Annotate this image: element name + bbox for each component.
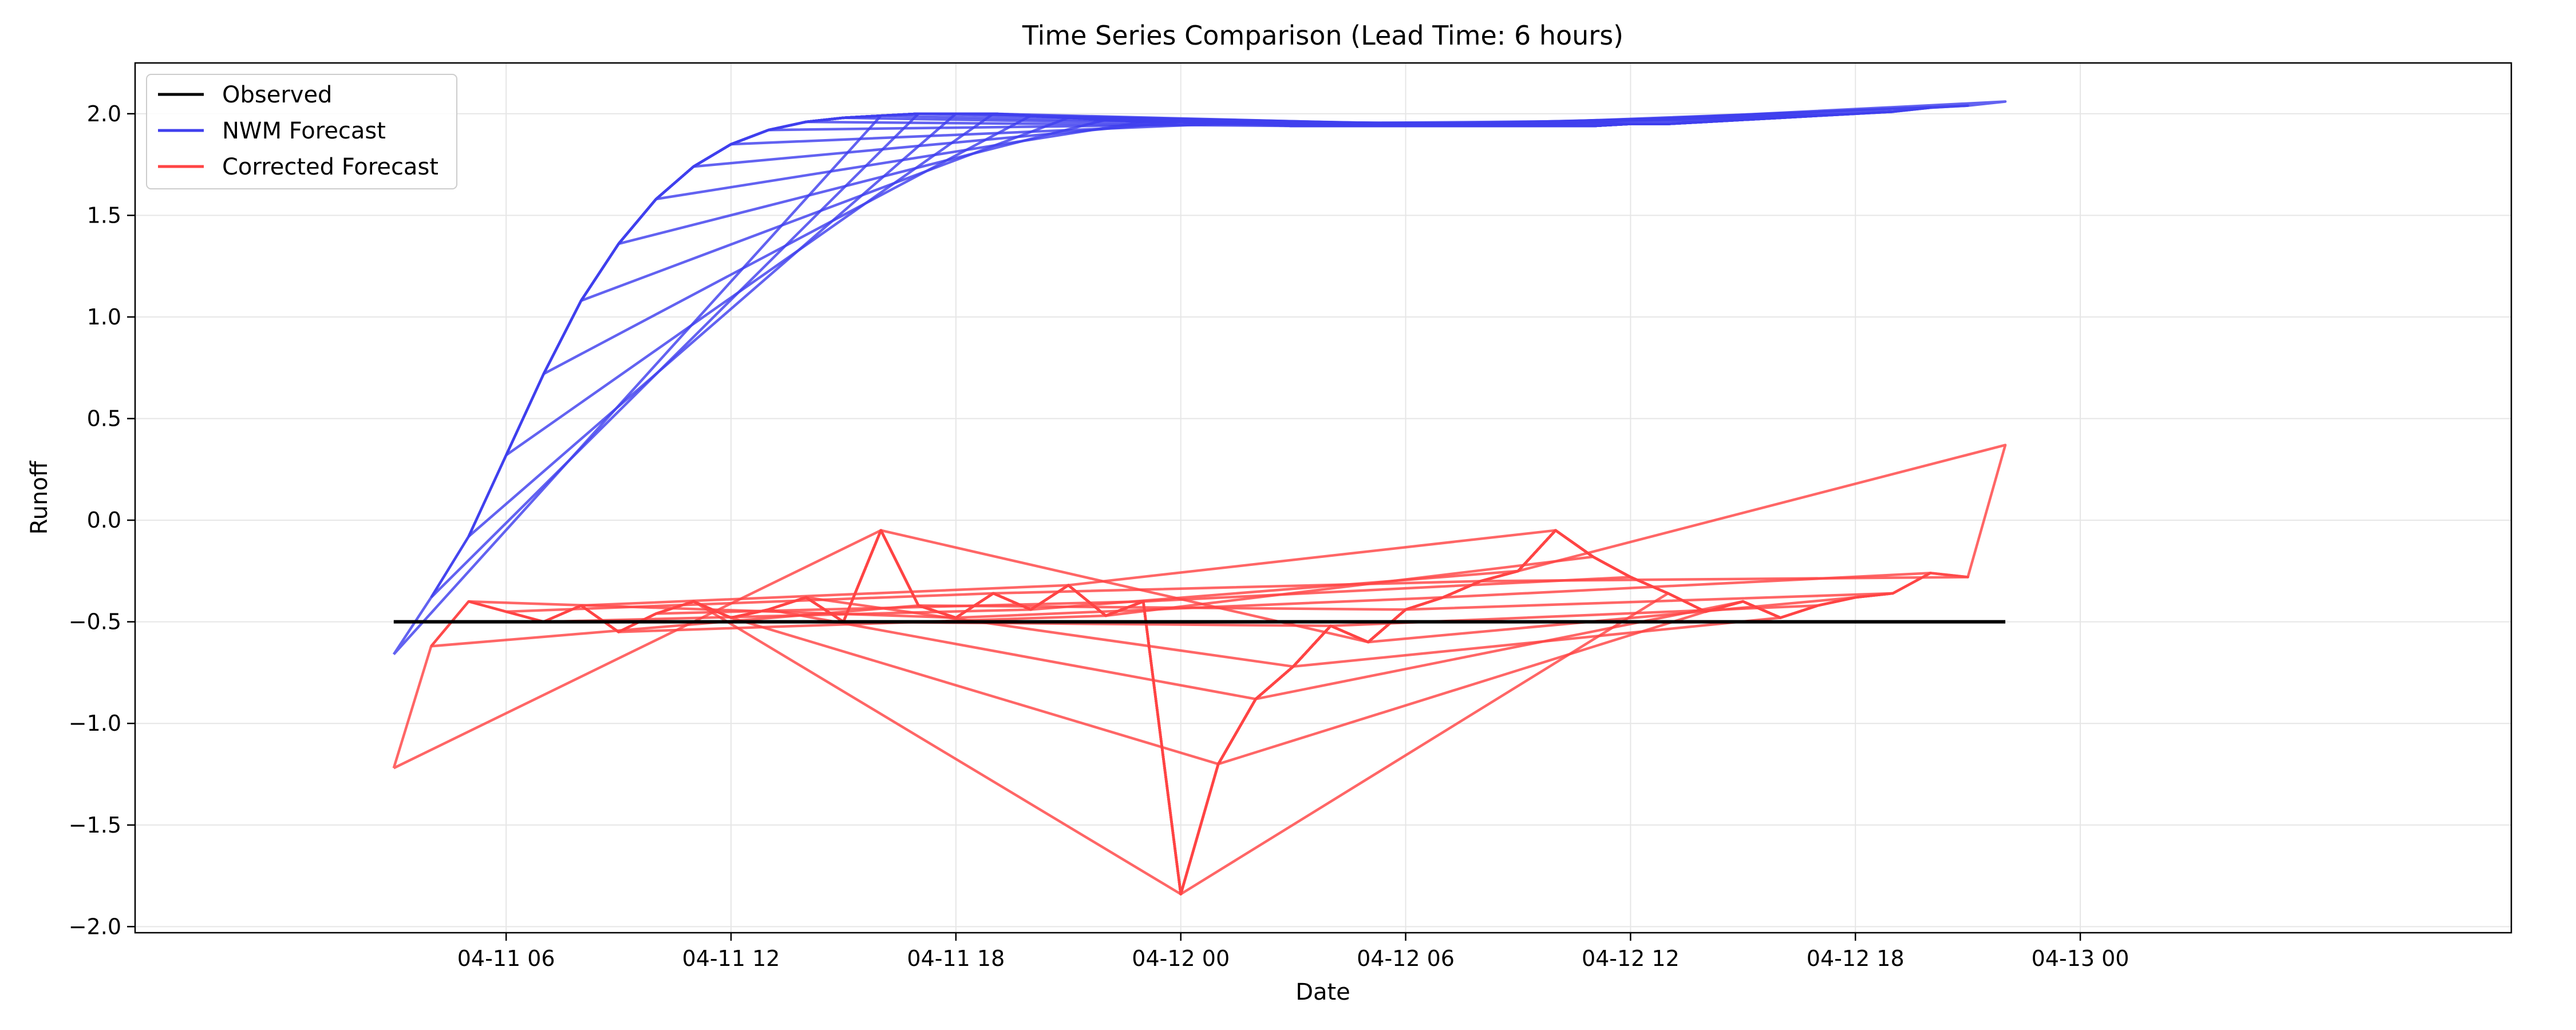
forecast-traces bbox=[392, 100, 2007, 896]
y-tick-label: 1.5 bbox=[87, 203, 121, 228]
series-corrected-forecast bbox=[392, 443, 2007, 896]
y-tick-label: 1.0 bbox=[87, 304, 121, 330]
x-tick-label: 04-11 06 bbox=[457, 946, 555, 971]
x-tick-label: 04-13 00 bbox=[2032, 946, 2129, 971]
plot-frame bbox=[134, 62, 2512, 934]
x-tick-label: 04-12 00 bbox=[1132, 946, 1230, 971]
legend-label-observed: Observed bbox=[222, 82, 332, 108]
x-tick-label: 04-11 12 bbox=[682, 946, 780, 971]
grid-layer bbox=[135, 63, 2511, 933]
y-tick-label: −2.0 bbox=[69, 914, 121, 939]
legend-box bbox=[146, 74, 457, 189]
y-tick-label: 2.0 bbox=[87, 101, 121, 126]
forecast-trace bbox=[1517, 443, 2007, 619]
y-axis-ticks: −2.0 −1.5 −1.0 −0.5 0.0 0.5 1.0 1.5 2.0 bbox=[69, 101, 135, 939]
x-axis-label: Date bbox=[1295, 979, 1350, 1005]
y-tick-label: −1.5 bbox=[69, 813, 121, 838]
x-tick-label: 04-12 18 bbox=[1807, 946, 1905, 971]
y-tick-label: 0.0 bbox=[87, 508, 121, 533]
legend-label-nwm-forecast: NWM Forecast bbox=[222, 118, 386, 144]
x-tick-label: 04-12 12 bbox=[1582, 946, 1680, 971]
y-tick-label: 0.5 bbox=[87, 406, 121, 431]
forecast-trace bbox=[1518, 100, 2007, 128]
series-nwm-forecast bbox=[392, 100, 2007, 656]
legend-label-corrected-forecast: Corrected Forecast bbox=[222, 154, 438, 180]
x-tick-label: 04-12 06 bbox=[1357, 946, 1455, 971]
y-tick-label: −0.5 bbox=[69, 609, 121, 635]
x-tick-label: 04-11 18 bbox=[907, 946, 1005, 971]
x-axis-ticks: 04-11 06 04-11 12 04-11 18 04-12 00 04-12 06… bbox=[457, 933, 2129, 971]
chart-title: Time Series Comparison (Lead Time: 6 hou… bbox=[1022, 20, 1623, 51]
legend: Observed NWM Forecast Corrected Forecast bbox=[146, 74, 457, 189]
y-axis-label: Runoff bbox=[26, 460, 53, 534]
y-tick-label: −1.0 bbox=[69, 711, 121, 736]
plot-area bbox=[135, 63, 2511, 933]
